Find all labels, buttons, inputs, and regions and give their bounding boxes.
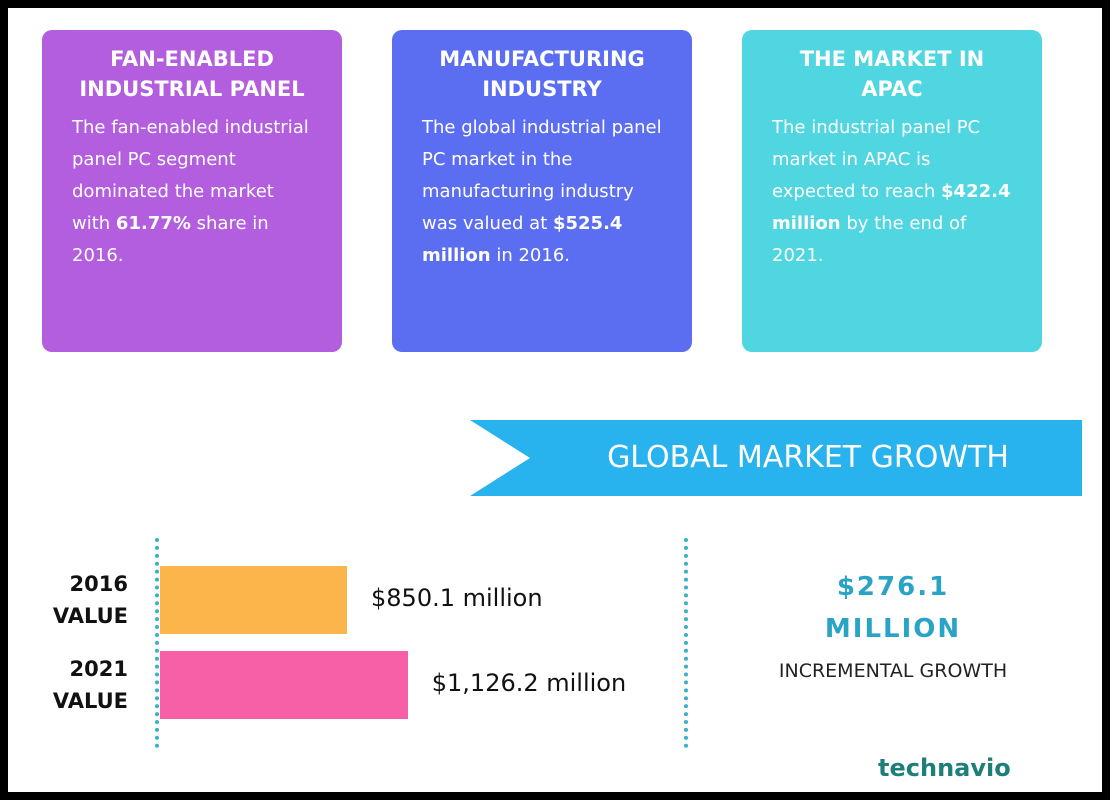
card-body: The fan-enabled industrial panel PC segm… [72, 112, 312, 272]
card-title: THE MARKET IN APAC [799, 47, 985, 101]
banner-shape [470, 420, 1082, 496]
banner-text: GLOBAL MARKET GROWTH [607, 440, 1009, 475]
growth-value: $276.1 MILLION [824, 572, 962, 644]
divider [155, 538, 159, 748]
card-title: FAN-ENABLED INDUSTRIAL PANEL [79, 47, 305, 101]
divider [684, 538, 688, 748]
growth-label: INCREMENTAL GROWTH [778, 660, 1008, 682]
category-label: 2021 VALUE [52, 657, 128, 713]
text: The industrial panel PC market in APAC i… [772, 117, 981, 202]
card: FAN-ENABLED INDUSTRIAL PANEL The fan-enab… [42, 30, 342, 352]
logo: technavio [878, 754, 1011, 782]
card-title: MANUFACTURING INDUSTRY [439, 47, 645, 101]
text: The global industrial panel PC market in… [422, 117, 662, 234]
highlight: $422.4 million [772, 181, 1011, 234]
text: share in 2016. [72, 213, 269, 266]
card-body: The global industrial panel PC market in… [422, 112, 662, 272]
text: in 2016. [490, 245, 571, 266]
card: MANUFACTURING INDUSTRY The global industr… [392, 30, 692, 352]
category-label: 2016 VALUE [52, 572, 128, 628]
bar [160, 651, 408, 719]
value-label: $850.1 million [371, 584, 543, 612]
highlight: 61.77% [115, 213, 191, 234]
text: The fan-enabled industrial panel PC segm… [72, 117, 309, 234]
highlight: $525.4 million [422, 213, 623, 266]
card-body: The industrial panel PC market in APAC i… [772, 112, 1012, 272]
value-label: $1,126.2 million [431, 669, 627, 697]
text: by the end of 2021. [772, 213, 967, 266]
card: THE MARKET IN APAC The industrial panel P… [742, 30, 1042, 352]
bar [160, 566, 348, 634]
